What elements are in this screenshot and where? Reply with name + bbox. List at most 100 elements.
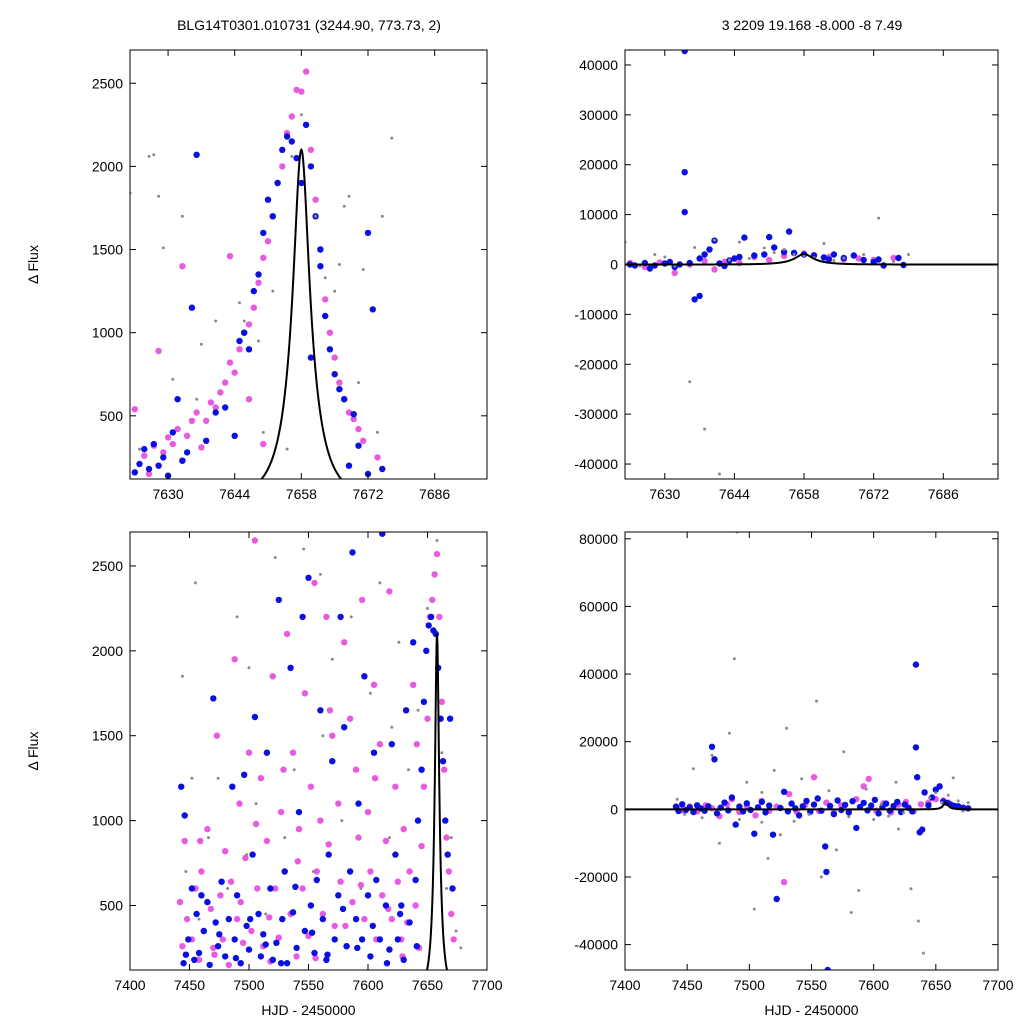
data-point-magenta xyxy=(174,425,181,433)
data-point-blue xyxy=(203,437,210,444)
data-point-blue xyxy=(679,801,686,808)
data-point-blue xyxy=(925,802,932,809)
data-point-magenta xyxy=(392,783,399,790)
x-tick-label: 7650 xyxy=(412,977,443,993)
data-point-blue xyxy=(355,800,362,807)
data-point-gray xyxy=(693,246,697,249)
x-tick-label: 7400 xyxy=(114,977,145,993)
data-point-magenta xyxy=(349,898,356,906)
data-point-blue xyxy=(231,936,238,943)
data-point-blue xyxy=(311,949,318,957)
data-point-magenta xyxy=(342,922,349,930)
data-point-magenta xyxy=(355,425,362,433)
data-point-blue xyxy=(766,233,773,241)
data-point-gray xyxy=(653,253,657,256)
data-point-magenta xyxy=(364,808,372,816)
data-point-gray xyxy=(951,776,955,780)
data-point-blue xyxy=(355,442,362,449)
data-point-gray xyxy=(782,248,786,251)
data-point-gray xyxy=(311,870,315,873)
data-point-gray xyxy=(368,691,372,695)
data-point-gray xyxy=(834,848,838,852)
data-point-magenta xyxy=(245,396,253,403)
data-point-gray xyxy=(792,253,796,256)
data-point-magenta xyxy=(418,842,425,850)
data-point-gray xyxy=(254,802,258,806)
x-tick-label: 7672 xyxy=(352,486,383,502)
data-point-blue xyxy=(169,429,176,436)
data-point-magenta xyxy=(295,825,303,833)
y-tick-label: 1000 xyxy=(92,325,123,341)
header-left-text: BLG14T0301.010731 (3244.90, 773.73, 2) xyxy=(177,17,441,33)
data-point-blue xyxy=(218,878,225,885)
data-point-blue xyxy=(182,951,190,958)
data-point-magenta xyxy=(766,256,773,264)
data-point-magenta xyxy=(360,437,367,444)
plot-frame xyxy=(129,49,488,480)
x-tick-label: 7500 xyxy=(233,977,264,993)
data-point-blue xyxy=(178,783,185,790)
data-point-blue xyxy=(681,50,688,55)
data-point-magenta xyxy=(217,389,224,396)
data-point-blue xyxy=(743,800,750,807)
data-point-blue xyxy=(780,788,788,795)
data-point-magenta xyxy=(865,775,872,783)
data-point-blue xyxy=(824,966,831,970)
data-point-blue xyxy=(731,255,738,262)
data-point-blue xyxy=(181,812,188,819)
data-point-blue xyxy=(701,251,708,258)
data-point-gray xyxy=(214,319,218,323)
data-point-gray xyxy=(407,768,410,772)
data-point-magenta xyxy=(169,440,176,448)
data-point-blue xyxy=(439,758,447,765)
data-point-magenta xyxy=(326,707,334,714)
data-point-blue xyxy=(250,287,257,295)
data-point-blue xyxy=(237,960,244,967)
data-point-blue xyxy=(414,817,422,824)
data-point-blue xyxy=(293,154,300,162)
data-point-gray xyxy=(199,342,203,346)
data-point-blue xyxy=(936,783,943,790)
data-point-gray xyxy=(785,726,789,730)
data-point-blue xyxy=(769,831,777,838)
data-point-gray xyxy=(390,725,394,729)
data-point-gray xyxy=(247,666,251,670)
data-point-magenta xyxy=(176,898,184,906)
data-point-blue xyxy=(880,262,887,269)
data-point-blue xyxy=(206,961,213,969)
y-tick-label: 1500 xyxy=(92,242,123,258)
data-point-magenta xyxy=(210,944,217,952)
data-point-magenta xyxy=(155,347,162,355)
data-point-blue xyxy=(354,944,361,952)
data-point-gray xyxy=(216,776,220,780)
data-point-blue xyxy=(705,803,712,810)
data-point-blue xyxy=(418,766,425,773)
data-point-magenta xyxy=(671,269,678,277)
data-point-magenta xyxy=(752,812,759,819)
data-point-magenta xyxy=(917,801,925,808)
data-point-gray xyxy=(454,929,458,933)
data-point-gray xyxy=(390,136,394,140)
data-point-blue xyxy=(249,851,256,858)
data-point-gray xyxy=(180,214,184,218)
data-point-blue xyxy=(875,256,882,263)
data-point-blue xyxy=(350,411,357,418)
x-tick-label: 7550 xyxy=(293,977,324,993)
data-point-magenta xyxy=(245,321,253,328)
data-point-blue xyxy=(868,802,875,809)
data-point-magenta xyxy=(248,927,255,935)
data-point-blue xyxy=(243,922,250,930)
data-point-magenta xyxy=(257,775,265,782)
data-point-blue xyxy=(352,915,360,923)
data-point-magenta xyxy=(355,834,362,841)
data-point-blue xyxy=(410,639,417,646)
data-point-blue xyxy=(283,960,291,967)
data-point-blue xyxy=(919,826,926,833)
data-point-gray xyxy=(663,255,667,259)
y-tick-label: -40000 xyxy=(574,456,618,472)
data-point-magenta xyxy=(260,254,267,261)
data-point-blue xyxy=(364,892,372,899)
data-point-magenta xyxy=(212,404,219,411)
data-point-blue xyxy=(325,851,332,858)
x-tick-label: 7600 xyxy=(858,977,889,993)
